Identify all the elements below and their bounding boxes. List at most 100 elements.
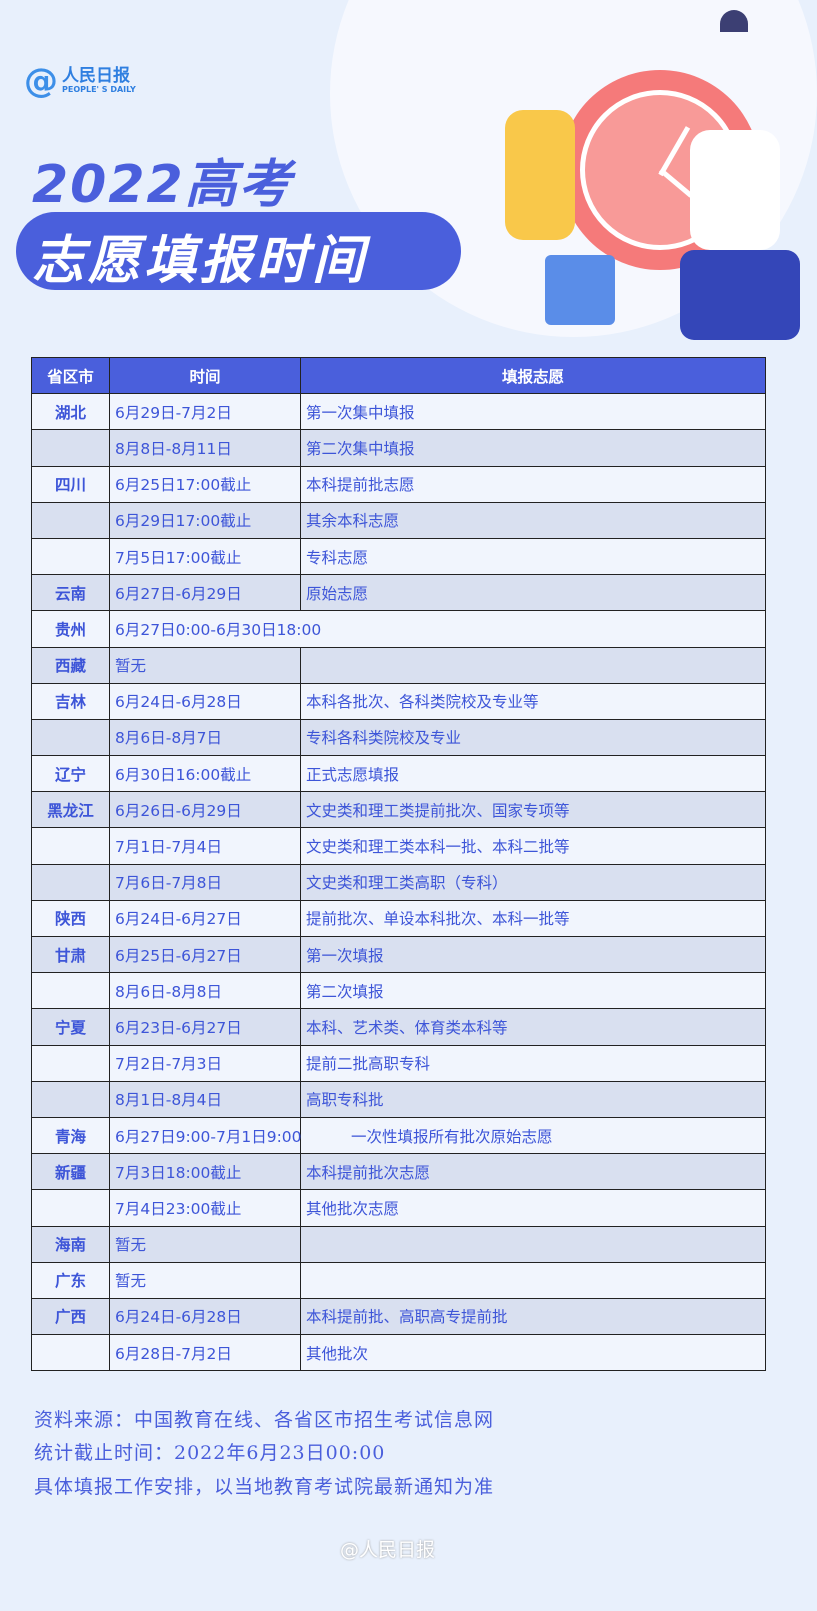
table-row: 7月4日23:00截止 其他批次志愿 xyxy=(31,1189,766,1227)
cell-province xyxy=(31,718,110,757)
cell-item: 第一次填报 xyxy=(300,935,766,974)
cell-time: 6月29日17:00截止 xyxy=(109,501,301,539)
cell-item: 本科、艺术类、体育类本科等 xyxy=(300,1008,766,1046)
cell-item xyxy=(300,646,766,684)
cell-province xyxy=(31,972,110,1010)
weibo-watermark: @人民日报 xyxy=(340,1539,436,1561)
header-time: 时间 xyxy=(109,356,301,395)
cell-province: 辽宁 xyxy=(31,755,110,793)
table-row: 6月29日17:00截止 其余本科志愿 xyxy=(31,501,766,539)
cell-time: 6月25日-6月27日 xyxy=(109,935,301,974)
cell-item: 第二次集中填报 xyxy=(300,429,766,467)
cell-time: 暂无 xyxy=(109,646,301,684)
cell-province xyxy=(31,1080,110,1118)
cell-province: 广西 xyxy=(31,1297,110,1336)
cell-time: 8月1日-8月4日 xyxy=(109,1080,301,1118)
cutoff-note: 统计截止时间：2022年6月23日00:00 xyxy=(34,1442,386,1464)
cell-province: 吉林 xyxy=(31,682,110,720)
table-row: 广东 暂无 xyxy=(31,1261,766,1299)
peoples-daily-logo: @ 人民日报 PEOPLE' S DAILY xyxy=(24,64,136,98)
table-row: 广西 6月24日-6月28日 本科提前批、高职高专提前批 xyxy=(31,1297,766,1336)
cell-item: 本科提前批志愿 xyxy=(300,465,766,503)
cell-time: 暂无 xyxy=(109,1225,301,1263)
cell-item xyxy=(300,1225,766,1263)
cell-time: 7月3日18:00截止 xyxy=(109,1153,301,1191)
logo-text-cn: 人民日报 xyxy=(62,66,130,86)
cell-item: 其余本科志愿 xyxy=(300,501,766,539)
cell-item: 文史类和理工类高职（专科） xyxy=(300,863,766,901)
cell-time: 7月5日17:00截止 xyxy=(109,537,301,576)
lamp-icon xyxy=(720,10,748,32)
table-row: 7月6日-7月8日 文史类和理工类高职（专科） xyxy=(31,863,766,901)
cell-province xyxy=(31,537,110,576)
cell-time: 6月23日-6月27日 xyxy=(109,1008,301,1046)
table-row: 云南 6月27日-6月29日 原始志愿 xyxy=(31,574,766,612)
cell-time: 6月24日-6月28日 xyxy=(109,1297,301,1336)
table-row: 青海 6月27日9:00-7月1日9:00 一次性填报所有批次原始志愿 xyxy=(31,1116,766,1155)
cell-province xyxy=(31,827,110,865)
cell-item: 专科各科类院校及专业 xyxy=(300,718,766,757)
cell-item: 文史类和理工类本科一批、本科二批等 xyxy=(300,827,766,865)
cell-time: 6月27日9:00-7月1日9:00 xyxy=(109,1116,302,1155)
title-pill xyxy=(16,212,461,290)
cell-province: 湖北 xyxy=(31,393,110,431)
header-item: 填报志愿 xyxy=(300,356,766,395)
cell-item: 本科各批次、各科类院校及专业等 xyxy=(300,682,766,720)
cell-province: 青海 xyxy=(31,1116,110,1155)
cell-province: 甘肃 xyxy=(31,935,110,974)
table-row: 8月1日-8月4日 高职专科批 xyxy=(31,1080,766,1118)
table-row: 6月28日-7月2日 其他批次 xyxy=(31,1334,766,1372)
cell-province xyxy=(31,429,110,467)
cell-time: 6月29日-7月2日 xyxy=(109,393,301,431)
cell-time: 7月1日-7月4日 xyxy=(109,827,301,865)
cell-province: 四川 xyxy=(31,465,110,503)
cell-time: 6月24日-6月27日 xyxy=(109,899,301,938)
cell-time: 6月27日-6月29日 xyxy=(109,574,301,612)
cell-province: 云南 xyxy=(31,574,110,612)
cell-province: 黑龙江 xyxy=(31,791,110,829)
cell-item: 本科提前批次志愿 xyxy=(300,1153,766,1191)
table-row: 7月5日17:00截止 专科志愿 xyxy=(31,537,766,576)
cell-time: 6月26日-6月29日 xyxy=(109,791,301,829)
cell-time: 8月6日-8月7日 xyxy=(109,718,301,757)
cell-province xyxy=(31,1044,110,1082)
cell-time: 6月27日0:00-6月30日18:00 xyxy=(109,610,766,648)
table-row: 四川 6月25日17:00截止 本科提前批志愿 xyxy=(31,465,766,503)
cell-province: 广东 xyxy=(31,1261,110,1299)
cell-province xyxy=(31,501,110,539)
table-row: 7月1日-7月4日 文史类和理工类本科一批、本科二批等 xyxy=(31,827,766,865)
cell-item: 第一次集中填报 xyxy=(300,393,766,431)
cell-item: 本科提前批、高职高专提前批 xyxy=(300,1297,766,1336)
table-row: 宁夏 6月23日-6月27日 本科、艺术类、体育类本科等 xyxy=(31,1008,766,1046)
cell-time: 8月6日-8月8日 xyxy=(109,972,301,1010)
logo-at-icon: @ xyxy=(24,61,58,101)
cell-time: 6月24日-6月28日 xyxy=(109,682,301,720)
table-row: 海南 暂无 xyxy=(31,1225,766,1263)
disclaimer-note: 具体填报工作安排，以当地教育考试院最新通知为准 xyxy=(34,1476,495,1498)
table-row: 新疆 7月3日18:00截止 本科提前批次志愿 xyxy=(31,1153,766,1191)
table-row: 陕西 6月24日-6月27日 提前批次、单设本科批次、本科一批等 xyxy=(31,899,766,938)
cell-item: 专科志愿 xyxy=(300,537,766,576)
schedule-table: 省区市 时间 填报志愿 湖北 6月29日-7月2日 第一次集中填报 8月8日-8月11… xyxy=(31,356,766,1372)
table-row: 西藏 暂无 xyxy=(31,646,766,684)
cell-item: 其他批次 xyxy=(300,1334,766,1372)
cell-province: 新疆 xyxy=(31,1153,110,1191)
cell-item: 原始志愿 xyxy=(300,574,766,612)
cell-item: 其他批次志愿 xyxy=(300,1189,766,1227)
books-illustration xyxy=(680,250,800,340)
table-row: 贵州 6月27日0:00-6月30日18:00 xyxy=(31,610,766,648)
header-province: 省区市 xyxy=(31,356,110,395)
cell-item: 正式志愿填报 xyxy=(300,755,766,793)
table-row: 甘肃 6月25日-6月27日 第一次填报 xyxy=(31,935,766,974)
cell-province xyxy=(31,1334,110,1372)
cell-item: 第二次填报 xyxy=(300,972,766,1010)
title-line2: 志愿填报时间 xyxy=(32,231,369,291)
title-line1: 2022高考 xyxy=(32,155,293,215)
cell-province xyxy=(31,1189,110,1227)
cell-item: 提前批次、单设本科批次、本科一批等 xyxy=(300,899,766,938)
cell-time: 6月28日-7月2日 xyxy=(109,1334,301,1372)
table-row: 8月8日-8月11日 第二次集中填报 xyxy=(31,429,766,467)
cell-province: 海南 xyxy=(31,1225,110,1263)
gift-box-illustration xyxy=(545,255,615,325)
cell-time: 6月30日16:00截止 xyxy=(109,755,301,793)
